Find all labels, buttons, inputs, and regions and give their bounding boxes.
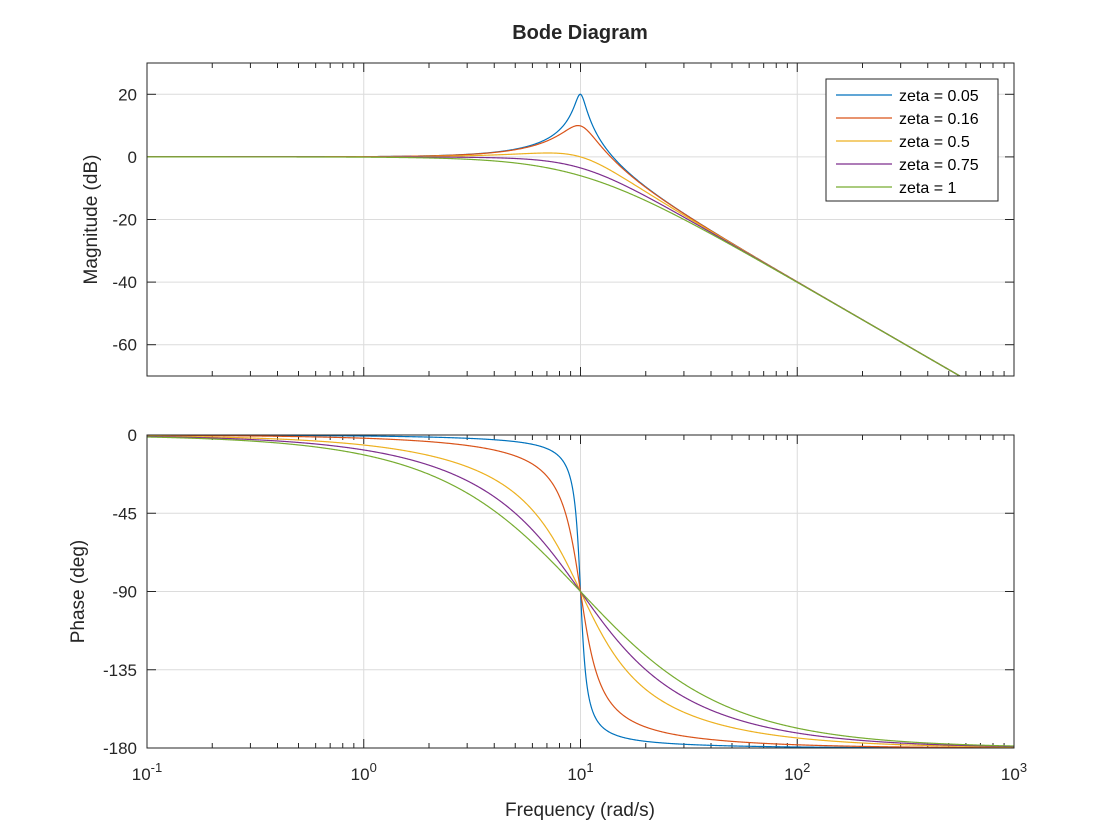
legend-entry-label: zeta = 1: [899, 180, 956, 197]
legend-entry-label: zeta = 0.05: [899, 88, 979, 105]
x-tick-label: 100: [351, 760, 377, 784]
magnitude-ylabel: Magnitude (dB): [81, 155, 102, 285]
magnitude-series: [147, 93, 962, 376]
chart-title: Bode Diagram: [512, 22, 648, 44]
x-tick-label: 10-1: [132, 760, 162, 784]
y-tick-label: -180: [103, 739, 137, 758]
y-tick-label: -90: [112, 583, 137, 602]
y-tick-label: -60: [112, 336, 137, 355]
phase-ytick-labels: 0 -45 -90 -135 -180: [103, 426, 137, 758]
y-tick-label: -45: [112, 504, 137, 523]
x-axis-label: Frequency (rad/s): [505, 800, 655, 821]
legend-entry-label: zeta = 0.75: [899, 157, 979, 174]
x-tick-label: 102: [784, 760, 810, 784]
phase-frame: [146, 434, 1015, 749]
x-tick-label: 103: [1001, 760, 1027, 784]
y-tick-label: -135: [103, 661, 137, 680]
magnitude-series-line: [147, 156, 962, 376]
legend: zeta = 0.05 zeta = 0.16 zeta = 0.5 zeta = 0…: [825, 78, 999, 202]
phase-ylabel: Phase (deg): [68, 540, 89, 644]
y-tick-label: 0: [128, 148, 137, 167]
y-tick-label: -20: [112, 211, 137, 230]
y-tick-label: 0: [128, 426, 137, 445]
legend-entry-label: zeta = 0.16: [899, 111, 979, 128]
legend-entry-label: zeta = 0.5: [899, 134, 970, 151]
legend-box: [825, 78, 999, 202]
x-tick-labels: 10-1 100 101 102 103: [132, 760, 1027, 784]
phase-axes: 0 -45 -90 -135 -180 Phase (deg): [68, 426, 1015, 758]
y-tick-label: -40: [112, 273, 137, 292]
magnitude-frame: [146, 62, 1015, 377]
x-tick-label: 101: [567, 760, 593, 784]
magnitude-ytick-labels: 20 0 -20 -40 -60: [112, 85, 137, 354]
phase-series-line: [147, 436, 1014, 747]
y-tick-label: 20: [118, 85, 137, 104]
